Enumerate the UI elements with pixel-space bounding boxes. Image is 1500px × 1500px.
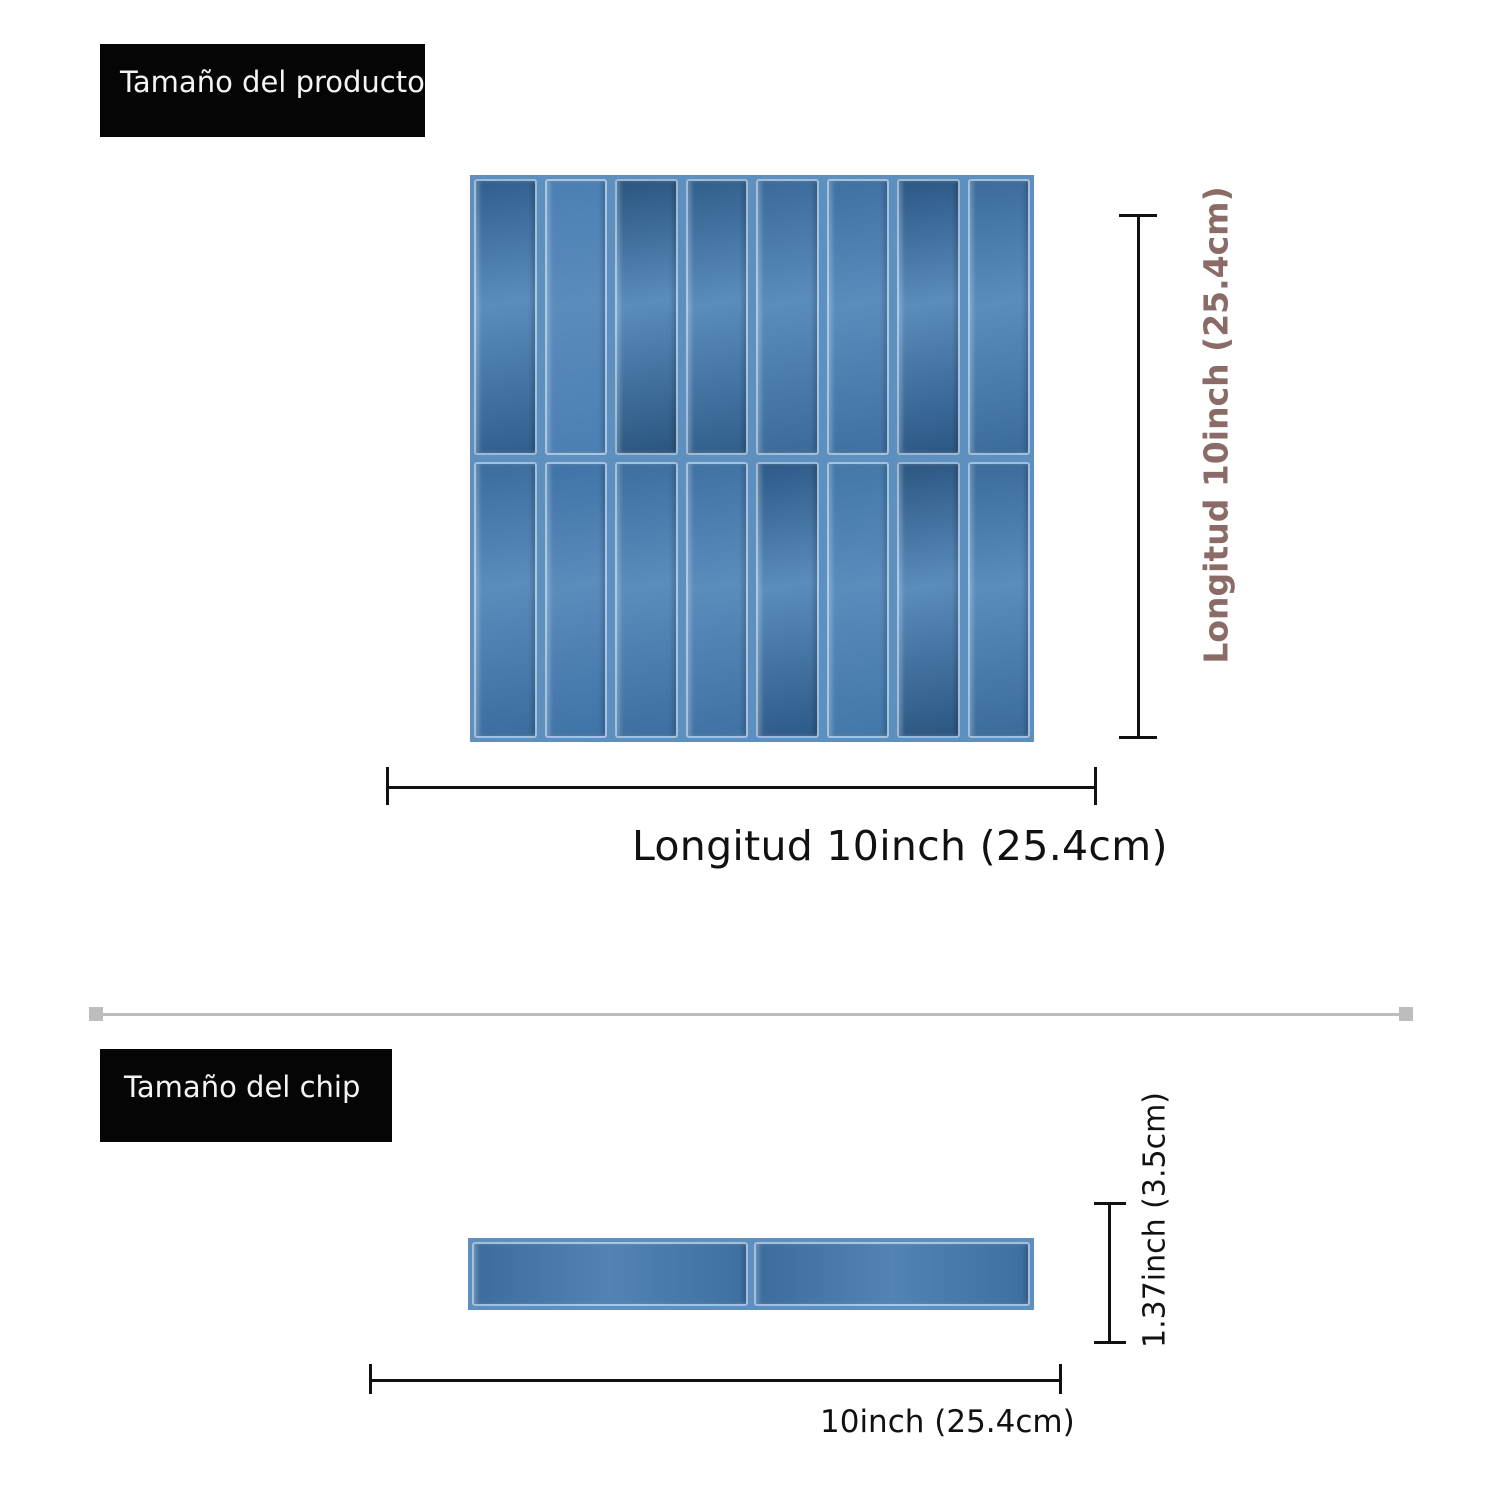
product-width-dimension-line bbox=[387, 786, 1097, 789]
tile-strip bbox=[544, 462, 607, 738]
product-tile-sheet bbox=[470, 175, 1034, 742]
chip-width-dimension-line bbox=[370, 1379, 1062, 1382]
tile-strip bbox=[826, 179, 889, 455]
tile-strip bbox=[967, 179, 1030, 455]
tile-strip bbox=[756, 462, 819, 738]
chip-height-dimension-line bbox=[1108, 1203, 1111, 1343]
chip-width-label: 10inch (25.4cm) bbox=[820, 1404, 1075, 1440]
tile-strip bbox=[897, 179, 960, 455]
chip-width-cap-right bbox=[1059, 1364, 1062, 1394]
chip-tile-segment bbox=[754, 1242, 1030, 1306]
section-divider-end-left bbox=[89, 1007, 103, 1021]
product-height-cap-top bbox=[1119, 214, 1157, 217]
product-width-cap-right bbox=[1094, 767, 1097, 805]
product-height-dimension-line bbox=[1137, 215, 1140, 738]
product-size-label: Tamaño del producto bbox=[100, 44, 425, 137]
tile-strip bbox=[685, 179, 748, 455]
product-width-label: Longitud 10inch (25.4cm) bbox=[632, 822, 1168, 870]
chip-height-cap-bottom bbox=[1094, 1341, 1126, 1344]
chip-height-cap-top bbox=[1094, 1202, 1126, 1205]
chip-size-label: Tamaño del chip bbox=[100, 1049, 392, 1142]
product-height-cap-bottom bbox=[1119, 736, 1157, 739]
tile-strip bbox=[474, 179, 537, 455]
tile-strip bbox=[615, 179, 678, 455]
tile-strip bbox=[544, 179, 607, 455]
chip-width-cap-left bbox=[369, 1364, 372, 1394]
tile-strip bbox=[685, 462, 748, 738]
tile-strip bbox=[474, 462, 537, 738]
section-divider-end-right bbox=[1399, 1007, 1413, 1021]
product-width-cap-left bbox=[386, 767, 389, 805]
chip-height-label: 1.37inch (3.5cm) bbox=[1137, 1091, 1173, 1349]
product-height-label: Longitud 10inch (25.4cm) bbox=[1196, 186, 1236, 664]
tile-strip bbox=[897, 462, 960, 738]
tile-strip bbox=[967, 462, 1030, 738]
section-divider bbox=[96, 1013, 1406, 1016]
tile-strip bbox=[615, 462, 678, 738]
chip-tile bbox=[468, 1238, 1034, 1310]
chip-tile-segment bbox=[472, 1242, 748, 1306]
tile-strip bbox=[756, 179, 819, 455]
tile-strip bbox=[826, 462, 889, 738]
